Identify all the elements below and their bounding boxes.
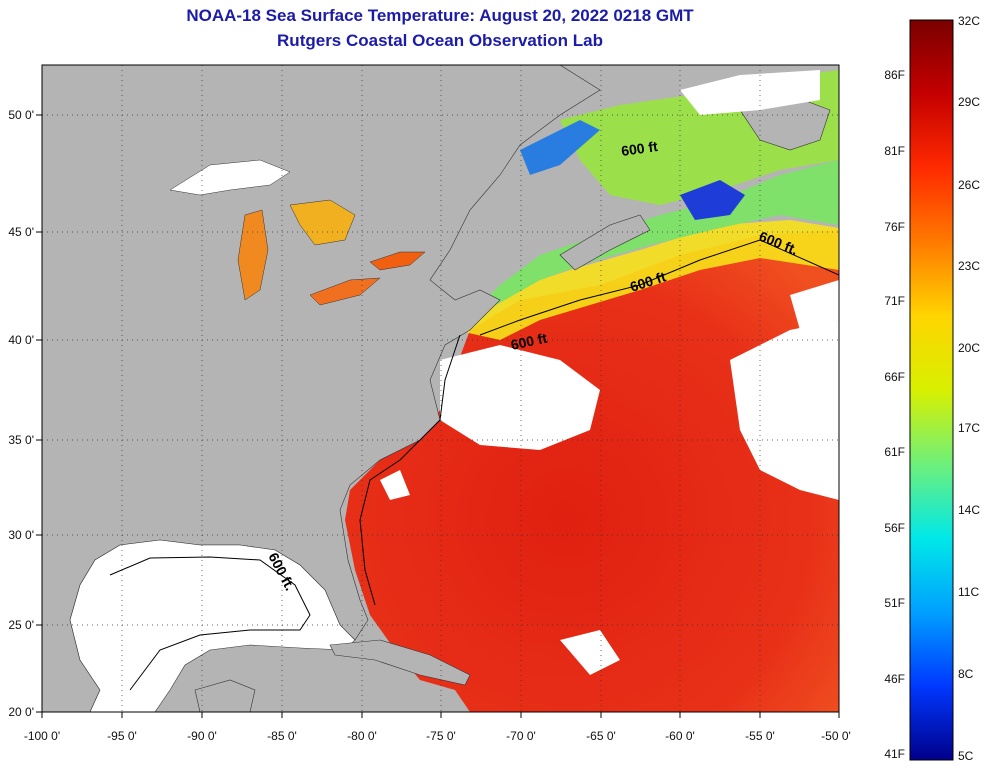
lat-tick-label: 25 0'	[8, 618, 34, 632]
lake-superior	[169, 159, 291, 196]
lon-tick-label: -80 0'	[347, 729, 377, 743]
fahrenheit-label: 46F	[884, 672, 905, 686]
celsius-label: 32C	[958, 14, 980, 28]
lake-ontario	[369, 251, 426, 271]
fahrenheit-label: 76F	[884, 220, 905, 234]
lat-tick-label: 50 0'	[8, 108, 34, 122]
lon-tick-label: -60 0'	[665, 729, 695, 743]
cold-water-patch	[680, 180, 745, 220]
gulf-of-maine-water	[460, 160, 839, 325]
cloud-patch	[560, 630, 620, 675]
contour-label-midatlantic: 600 ft	[509, 330, 548, 353]
celsius-label: 29C	[958, 95, 980, 109]
map-plot-area	[42, 65, 839, 712]
warm-ocean-region	[345, 230, 839, 712]
latitude-axis: 50 0' 45 0' 40 0' 35 0' 30 0' 25 0' 20 0…	[8, 108, 42, 719]
lat-tick-label: 30 0'	[8, 528, 34, 542]
cold-water-strip	[520, 120, 600, 175]
lat-tick-label: 40 0'	[8, 333, 34, 347]
fahrenheit-label: 71F	[884, 294, 905, 308]
cloud-patch	[440, 345, 600, 450]
lon-tick-label: -55 0'	[745, 729, 775, 743]
celsius-label: 8C	[958, 667, 974, 681]
celsius-labels: 32C 29C 26C 23C 20C 17C 14C 11C 8C 5C	[958, 14, 980, 763]
lake-michigan	[237, 209, 269, 301]
gulf-of-mexico	[69, 539, 356, 712]
cloud-patch	[380, 470, 410, 500]
map-title: NOAA-18 Sea Surface Temperature: August …	[186, 6, 694, 25]
fahrenheit-label: 81F	[884, 144, 905, 158]
fahrenheit-label: 41F	[884, 747, 905, 761]
lon-tick-label: -70 0'	[506, 729, 536, 743]
celsius-label: 17C	[958, 421, 980, 435]
colorbar-gradient	[909, 19, 954, 761]
celsius-label: 20C	[958, 341, 980, 355]
celsius-label: 26C	[958, 178, 980, 192]
fahrenheit-label: 66F	[884, 370, 905, 384]
nova-scotia-land	[559, 214, 651, 271]
fahrenheit-label: 61F	[884, 445, 905, 459]
map-subtitle: Rutgers Coastal Ocean Observation Lab	[277, 31, 603, 50]
lon-tick-label: -65 0'	[586, 729, 616, 743]
contour-label-scotian-shelf: 600 ft	[620, 138, 659, 159]
600ft-contour-gulf	[109, 556, 311, 691]
lon-tick-label: -100 0'	[24, 729, 60, 743]
celsius-label: 5C	[958, 749, 974, 763]
lon-tick-label: -50 0'	[821, 729, 851, 743]
fahrenheit-label: 51F	[884, 596, 905, 610]
lat-tick-label: 45 0'	[8, 225, 34, 239]
lon-tick-label: -90 0'	[187, 729, 217, 743]
600ft-contour-line	[359, 239, 839, 606]
lake-huron	[289, 199, 356, 246]
lake-erie	[309, 277, 381, 306]
celsius-label: 11C	[958, 585, 979, 599]
lon-tick-label: -95 0'	[107, 729, 137, 743]
fahrenheit-labels: 86F 81F 76F 71F 66F 61F 56F 51F 46F 41F	[884, 68, 905, 761]
celsius-label: 14C	[958, 503, 980, 517]
longitude-axis: -100 0' -95 0' -90 0' -85 0' -80 0' -75 …	[24, 712, 851, 743]
lat-tick-label: 35 0'	[8, 433, 34, 447]
celsius-label: 23C	[958, 259, 980, 273]
yucatan-land	[194, 679, 256, 712]
temperature-colorbar: 32C 29C 26C 23C 20C 17C 14C 11C 8C 5C 86…	[884, 14, 980, 763]
lon-tick-label: -85 0'	[267, 729, 297, 743]
cloud-cover	[380, 70, 839, 675]
lon-tick-label: -75 0'	[426, 729, 456, 743]
fahrenheit-label: 56F	[884, 521, 905, 535]
lat-tick-label: 20 0'	[8, 705, 34, 719]
fahrenheit-label: 86F	[884, 68, 905, 82]
cuba-land	[329, 639, 471, 686]
cloud-patch	[730, 320, 839, 500]
cloud-patch	[790, 280, 839, 330]
cloud-patch	[680, 70, 820, 115]
